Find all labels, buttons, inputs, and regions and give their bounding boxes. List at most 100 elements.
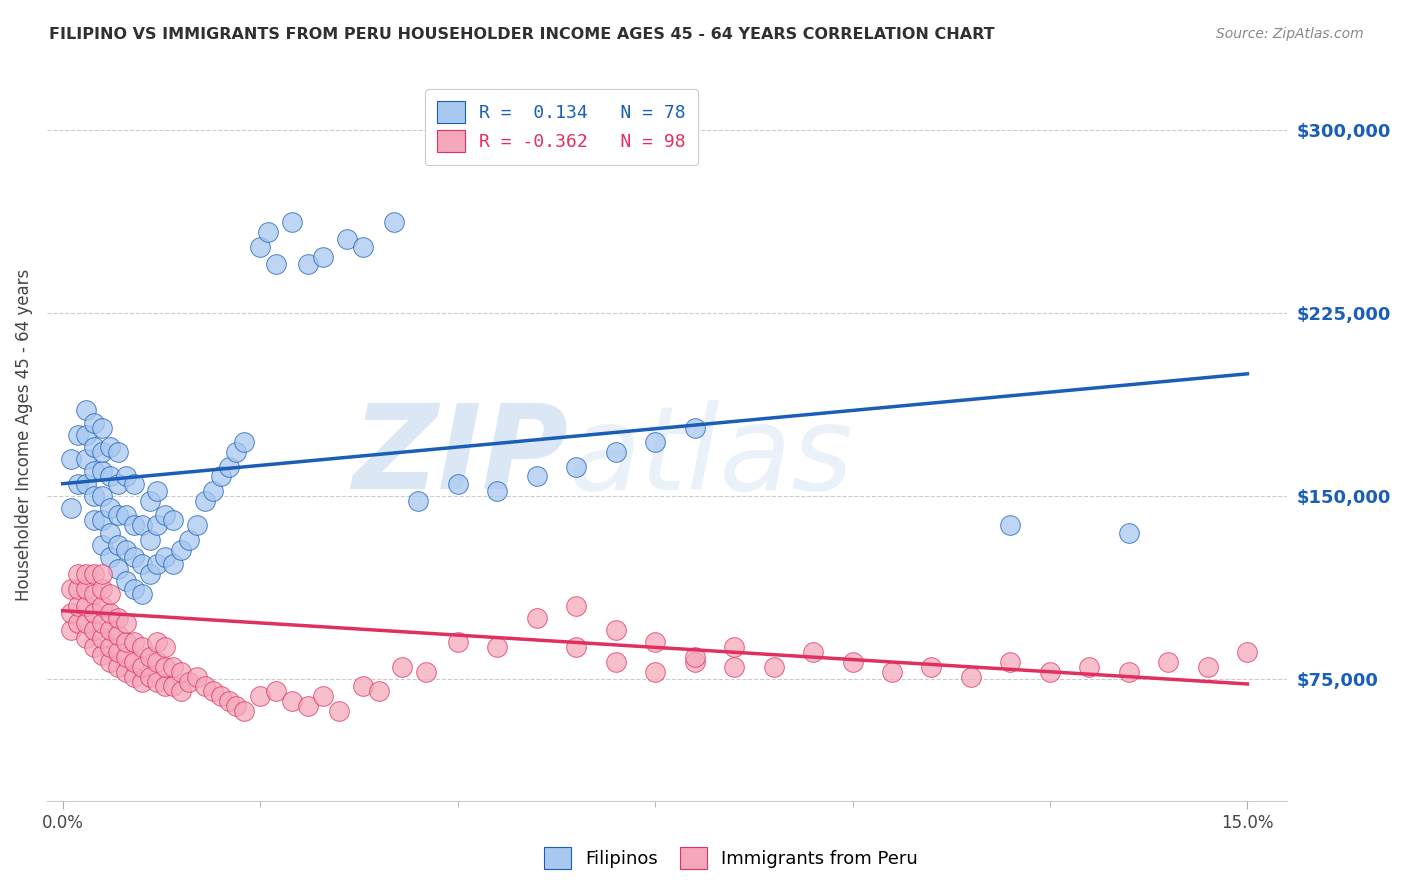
Point <box>107 476 129 491</box>
Point <box>131 640 153 655</box>
Point <box>723 660 745 674</box>
Point <box>115 574 138 589</box>
Point <box>131 586 153 600</box>
Point <box>841 655 863 669</box>
Point <box>218 459 240 474</box>
Point <box>115 650 138 665</box>
Point <box>177 674 200 689</box>
Point <box>75 476 97 491</box>
Point <box>201 684 224 698</box>
Point <box>201 483 224 498</box>
Point <box>67 428 90 442</box>
Point <box>107 645 129 659</box>
Point <box>91 599 114 613</box>
Point <box>605 624 627 638</box>
Point <box>83 465 105 479</box>
Point <box>59 501 82 516</box>
Point <box>75 631 97 645</box>
Point <box>98 501 121 516</box>
Point <box>367 684 389 698</box>
Point <box>162 680 184 694</box>
Point <box>107 508 129 523</box>
Point <box>59 452 82 467</box>
Point <box>67 582 90 596</box>
Point <box>138 533 160 547</box>
Point <box>67 567 90 582</box>
Point <box>328 704 350 718</box>
Point <box>194 493 217 508</box>
Point <box>83 440 105 454</box>
Point <box>98 624 121 638</box>
Point <box>336 232 359 246</box>
Point <box>91 631 114 645</box>
Point <box>107 562 129 576</box>
Point <box>1118 525 1140 540</box>
Point <box>131 660 153 674</box>
Point <box>122 549 145 564</box>
Text: Source: ZipAtlas.com: Source: ZipAtlas.com <box>1216 27 1364 41</box>
Point <box>280 694 302 708</box>
Point <box>146 635 169 649</box>
Point <box>249 240 271 254</box>
Point <box>83 624 105 638</box>
Point <box>75 599 97 613</box>
Point <box>170 542 193 557</box>
Point <box>131 518 153 533</box>
Point <box>107 660 129 674</box>
Point <box>264 257 287 271</box>
Point <box>225 698 247 713</box>
Point <box>644 635 666 649</box>
Legend: Filipinos, Immigrants from Peru: Filipinos, Immigrants from Peru <box>534 838 928 879</box>
Point <box>91 445 114 459</box>
Point <box>209 469 232 483</box>
Point <box>186 518 208 533</box>
Point <box>98 655 121 669</box>
Point <box>249 689 271 703</box>
Point <box>1039 665 1062 679</box>
Point <box>75 615 97 630</box>
Point <box>233 704 256 718</box>
Point <box>209 689 232 703</box>
Point <box>146 483 169 498</box>
Point <box>384 215 406 229</box>
Point <box>98 640 121 655</box>
Point <box>67 599 90 613</box>
Point <box>59 624 82 638</box>
Point <box>115 635 138 649</box>
Point <box>122 670 145 684</box>
Text: ZIP: ZIP <box>352 400 568 515</box>
Point <box>75 403 97 417</box>
Point <box>91 648 114 662</box>
Point <box>146 558 169 572</box>
Point <box>526 469 548 483</box>
Point <box>921 660 943 674</box>
Text: atlas: atlas <box>568 400 852 514</box>
Point <box>194 680 217 694</box>
Point <box>1078 660 1101 674</box>
Point <box>155 680 177 694</box>
Point <box>446 635 468 649</box>
Point <box>280 215 302 229</box>
Point <box>83 606 105 620</box>
Point <box>605 445 627 459</box>
Point <box>257 225 280 239</box>
Point <box>177 533 200 547</box>
Point <box>91 567 114 582</box>
Point <box>565 599 588 613</box>
Point <box>138 493 160 508</box>
Point <box>91 582 114 596</box>
Point <box>644 665 666 679</box>
Point <box>98 549 121 564</box>
Point <box>264 684 287 698</box>
Point <box>75 428 97 442</box>
Point <box>83 513 105 527</box>
Point <box>91 513 114 527</box>
Point <box>1000 518 1022 533</box>
Point <box>762 660 785 674</box>
Legend: R =  0.134   N = 78, R = -0.362   N = 98: R = 0.134 N = 78, R = -0.362 N = 98 <box>425 88 699 165</box>
Point <box>312 250 335 264</box>
Point <box>131 558 153 572</box>
Point <box>59 582 82 596</box>
Point <box>526 611 548 625</box>
Point <box>162 660 184 674</box>
